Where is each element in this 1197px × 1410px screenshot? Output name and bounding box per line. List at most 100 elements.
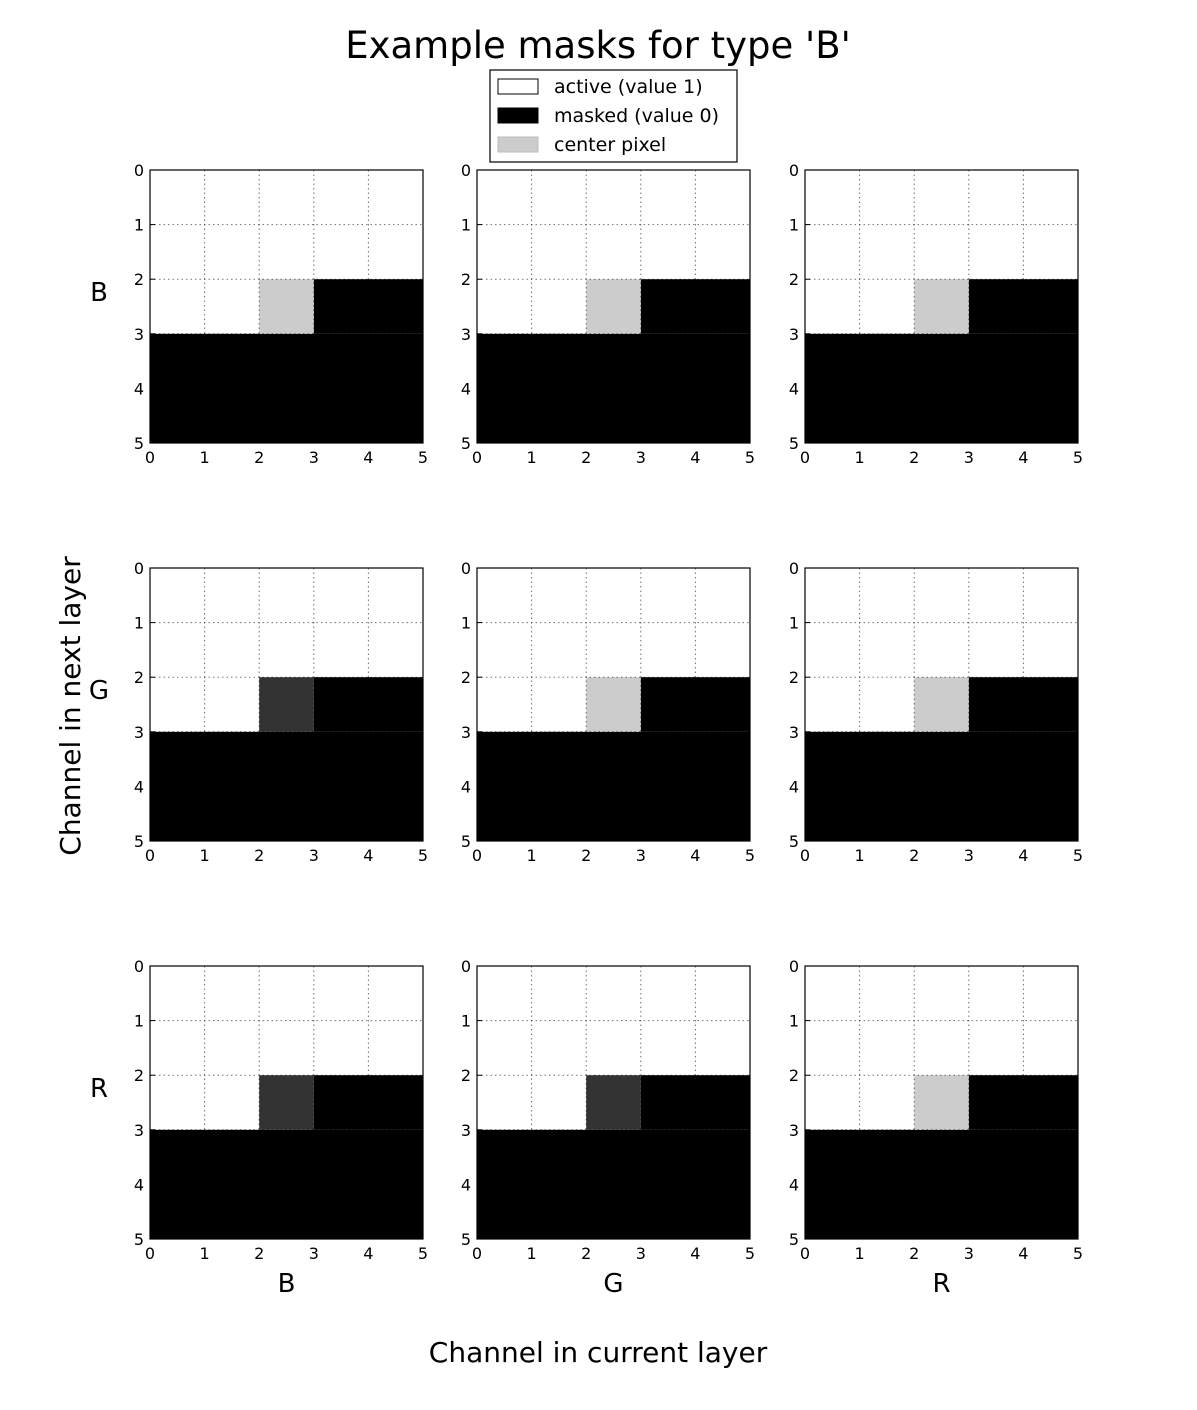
y-tick-label: 4	[134, 1175, 144, 1194]
mask-panel-G-R: 0 0 1 1 2 2 3 3 4 4 5 5	[789, 559, 1083, 865]
x-tick-label: 2	[581, 448, 591, 467]
y-tick-label: 5	[134, 832, 144, 851]
x-tick-label: 1	[855, 448, 865, 467]
x-tick-label: 1	[855, 1244, 865, 1263]
x-tick-label: 1	[200, 1244, 210, 1263]
x-tick-label: 3	[309, 846, 319, 865]
row-channel-label-R: R	[90, 1074, 108, 1104]
column-channel-label-B: B	[278, 1269, 296, 1299]
mask-panel-B-G: 0 0 1 1 2 2 3 3 4 4 5 5	[461, 161, 755, 467]
x-tick-label: 0	[145, 1244, 155, 1263]
x-tick-label: 5	[745, 846, 755, 865]
x-tick-label: 0	[472, 1244, 482, 1263]
y-tick-label: 2	[134, 270, 144, 289]
column-channel-label-G: G	[603, 1269, 623, 1299]
panel-frame	[149, 567, 424, 842]
x-tick-label: 1	[527, 1244, 537, 1263]
x-tick-label: 0	[472, 448, 482, 467]
row-channel-label-G: G	[89, 676, 109, 706]
legend-swatch-masked	[497, 107, 539, 124]
y-tick-label: 1	[134, 614, 144, 633]
y-tick-label: 1	[134, 1012, 144, 1031]
legend: active (value 1) masked (value 0) center…	[489, 69, 738, 163]
x-tick-label: 3	[964, 448, 974, 467]
mask-panel-R-R: 0 0 1 1 2 2 3 3 4 4 5 5	[789, 957, 1083, 1263]
y-tick-label: 0	[134, 957, 144, 976]
x-tick-label: 0	[145, 448, 155, 467]
x-tick-label: 5	[745, 448, 755, 467]
panel-frame	[804, 965, 1079, 1240]
x-tick-label: 2	[581, 846, 591, 865]
x-tick-label: 1	[200, 448, 210, 467]
x-tick-label: 4	[363, 1244, 373, 1263]
x-tick-label: 2	[254, 846, 264, 865]
x-tick-label: 2	[581, 1244, 591, 1263]
y-tick-label: 0	[461, 161, 471, 180]
y-tick-label: 2	[461, 668, 471, 687]
y-tick-label: 3	[789, 723, 799, 742]
center-pixel	[914, 1075, 969, 1130]
x-tick-label: 3	[636, 846, 646, 865]
x-tick-label: 3	[636, 1244, 646, 1263]
x-tick-label: 4	[363, 846, 373, 865]
y-tick-label: 4	[789, 379, 799, 398]
y-tick-label: 0	[789, 957, 799, 976]
center-pixel	[586, 279, 641, 334]
y-tick-label: 4	[789, 777, 799, 796]
x-tick-label: 0	[800, 1244, 810, 1263]
y-tick-label: 1	[134, 216, 144, 235]
y-tick-label: 5	[461, 434, 471, 453]
center-pixel	[586, 1075, 641, 1130]
y-tick-label: 5	[461, 832, 471, 851]
x-tick-label: 1	[527, 846, 537, 865]
y-tick-label: 3	[134, 1121, 144, 1140]
y-tick-label: 4	[461, 777, 471, 796]
x-tick-label: 4	[1018, 846, 1028, 865]
x-tick-label: 0	[145, 846, 155, 865]
center-pixel	[586, 677, 641, 732]
center-pixel	[259, 1075, 314, 1130]
y-tick-label: 1	[789, 614, 799, 633]
x-axis-title: Channel in current layer	[429, 1336, 768, 1369]
mask-panel-R-B: 0 0 1 1 2 2 3 3 4 4 5 5	[134, 957, 428, 1263]
panel-frame	[476, 169, 751, 444]
mask-panel-B-R: 0 0 1 1 2 2 3 3 4 4 5 5	[789, 161, 1083, 467]
x-tick-label: 0	[472, 846, 482, 865]
y-tick-label: 3	[134, 723, 144, 742]
y-tick-label: 0	[134, 161, 144, 180]
x-tick-label: 0	[800, 448, 810, 467]
y-tick-label: 2	[134, 1066, 144, 1085]
mask-panel-B-B: 0 0 1 1 2 2 3 3 4 4 5 5	[134, 161, 428, 467]
y-tick-label: 1	[789, 1012, 799, 1031]
legend-label-active: active (value 1)	[554, 76, 703, 98]
center-pixel	[259, 279, 314, 334]
x-tick-label: 5	[418, 448, 428, 467]
legend-label-center: center pixel	[554, 134, 666, 156]
y-tick-label: 3	[789, 325, 799, 344]
y-tick-label: 2	[789, 1066, 799, 1085]
row-channel-label-B: B	[90, 278, 108, 308]
mask-panel-G-G: 0 0 1 1 2 2 3 3 4 4 5 5	[461, 559, 755, 865]
x-tick-label: 4	[690, 1244, 700, 1263]
y-tick-label: 2	[134, 668, 144, 687]
mask-panel-R-G: 0 0 1 1 2 2 3 3 4 4 5 5	[461, 957, 755, 1263]
legend-swatch-active	[497, 78, 539, 95]
x-tick-label: 3	[309, 448, 319, 467]
y-tick-label: 1	[461, 216, 471, 235]
x-tick-label: 5	[1073, 1244, 1083, 1263]
x-tick-label: 5	[418, 846, 428, 865]
panel-frame	[476, 965, 751, 1240]
x-tick-label: 2	[909, 1244, 919, 1263]
y-tick-label: 2	[461, 270, 471, 289]
y-tick-label: 1	[461, 614, 471, 633]
x-tick-label: 2	[254, 448, 264, 467]
x-tick-label: 2	[909, 448, 919, 467]
column-channel-label-R: R	[932, 1269, 950, 1299]
x-tick-label: 4	[363, 448, 373, 467]
x-tick-label: 4	[1018, 448, 1028, 467]
x-tick-label: 5	[418, 1244, 428, 1263]
y-tick-label: 5	[789, 1230, 799, 1249]
y-tick-label: 2	[789, 270, 799, 289]
x-tick-label: 5	[1073, 448, 1083, 467]
